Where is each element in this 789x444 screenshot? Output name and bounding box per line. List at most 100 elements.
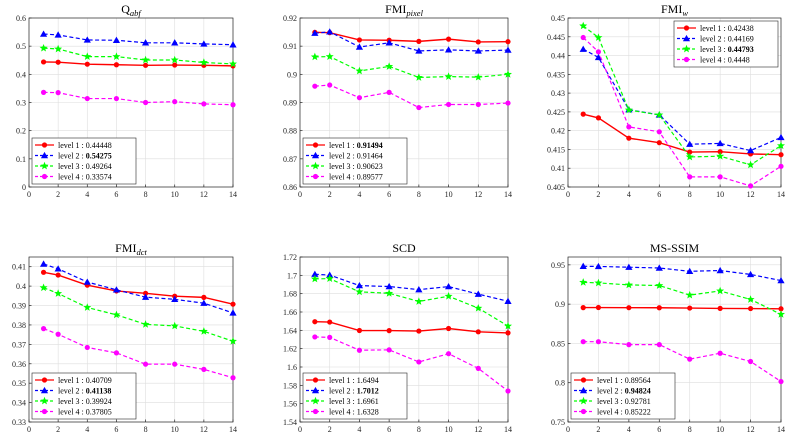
legend-entry: level 1 : 0.40709 [35, 376, 112, 385]
legend-value: 0.91464 [357, 151, 383, 160]
series-2 [311, 270, 512, 304]
data-point [310, 274, 319, 283]
data-point [386, 89, 392, 95]
data-point [595, 115, 602, 121]
data-point [777, 133, 785, 141]
y-tick-label: 0.89 [283, 99, 297, 108]
data-point [717, 149, 723, 155]
data-point [40, 326, 47, 332]
data-point [505, 388, 511, 394]
legend-entry: level 3 : 1.6961 [306, 396, 379, 406]
data-point [505, 330, 511, 336]
y-tick-label: 0.4 [16, 70, 26, 79]
series-line [43, 47, 234, 65]
legend-series-name: level 1 [329, 141, 351, 150]
legend-label: level 4 : 1.6328 [329, 407, 379, 416]
legend-label: level 1 : 0.42438 [700, 24, 754, 33]
series-line [583, 306, 782, 310]
series-4 [312, 82, 511, 111]
y-tick-label: 1.56 [283, 400, 297, 409]
legend-separator: : [351, 151, 357, 160]
axes-frame [567, 256, 782, 423]
chart-title-main: MS-SSIM [650, 241, 700, 255]
legend-series-name: level 4 [329, 172, 351, 181]
legend-series-name: level 2 [329, 386, 351, 395]
x-tick-label: 14 [504, 425, 512, 434]
legend-value: 0.54275 [86, 151, 112, 160]
legend-separator: : [80, 162, 86, 171]
data-point [475, 39, 481, 45]
y-tick-label: 0.43 [551, 89, 565, 98]
y-tick-label: 1.6 [287, 363, 297, 372]
data-point [687, 174, 693, 180]
x-tick-label: 8 [144, 190, 148, 199]
data-point [416, 328, 422, 334]
series-line [582, 37, 782, 187]
axes-frame [299, 256, 509, 423]
legend-value: 1.7012 [357, 386, 379, 395]
data-point [84, 344, 90, 351]
x-tick-label: 10 [716, 425, 724, 434]
legend-box [673, 20, 779, 68]
data-point [687, 305, 693, 311]
data-point [83, 52, 92, 60]
data-point [112, 286, 121, 293]
legend-entry: level 4 : 0.37805 [35, 407, 112, 416]
y-tick-label: 0.425 [547, 108, 565, 117]
data-point [201, 294, 207, 300]
x-tick-label: 0 [27, 425, 31, 434]
legend-separator: : [351, 397, 357, 406]
data-point [778, 152, 784, 158]
data-point [415, 47, 423, 54]
data-point [594, 278, 603, 287]
legend-value: 1.6961 [357, 397, 379, 406]
data-point [475, 329, 481, 335]
data-point [687, 149, 693, 155]
legend-marker [41, 173, 48, 180]
data-point [475, 365, 481, 371]
data-point [416, 38, 422, 44]
data-point [414, 297, 423, 305]
legend-entry: level 2 : 0.54275 [35, 151, 112, 160]
series-line [314, 336, 509, 392]
data-point [444, 72, 453, 80]
x-tick-label: 6 [114, 425, 118, 434]
data-point [595, 304, 602, 311]
data-point [445, 36, 452, 42]
chart-panel-2: 0 2 4 6 8 10 12 14 0.86 0.87 0.88 0.89 0.9 0.91 0.92 FM… [283, 2, 512, 199]
data-point [55, 90, 61, 96]
x-tick-label: 10 [716, 190, 724, 199]
series-line [43, 328, 234, 379]
data-point [624, 105, 633, 114]
legend-value: 0.41138 [86, 386, 112, 395]
series-line [582, 48, 782, 152]
x-tick-label: 0 [566, 190, 570, 199]
data-point [325, 274, 334, 283]
data-point [142, 361, 149, 367]
legend-series-name: level 1 [58, 141, 80, 150]
data-point [142, 62, 149, 68]
legend-entry: level 1 : 0.91494 [306, 141, 383, 150]
legend-value: 0.33574 [86, 172, 112, 181]
x-tick-label: 8 [417, 190, 421, 199]
data-point [171, 295, 179, 303]
series-1 [40, 59, 236, 69]
chart-panel-3: 0 2 4 6 8 10 12 14 0.405 0.41 0.415 0.42 0.425 0.43 0.… [547, 2, 785, 199]
y-tick-label: 1.58 [283, 381, 297, 390]
legend-label: level 2 : 1.7012 [329, 386, 379, 395]
legend-separator: : [722, 55, 728, 64]
legend-label: level 3 : 0.49264 [58, 162, 112, 171]
data-point [416, 104, 422, 111]
legend-separator: : [351, 172, 357, 181]
data-point [312, 319, 318, 325]
legend-separator: : [722, 45, 728, 54]
legend-label: level 2 : 0.41138 [58, 386, 111, 395]
legend-label: level 1 : 0.89564 [597, 376, 651, 385]
data-point [201, 366, 207, 372]
y-tick-label: 0.35 [12, 379, 26, 388]
x-tick-label: 8 [688, 425, 692, 434]
legend-value: 0.4448 [728, 55, 750, 64]
data-point [580, 305, 586, 311]
